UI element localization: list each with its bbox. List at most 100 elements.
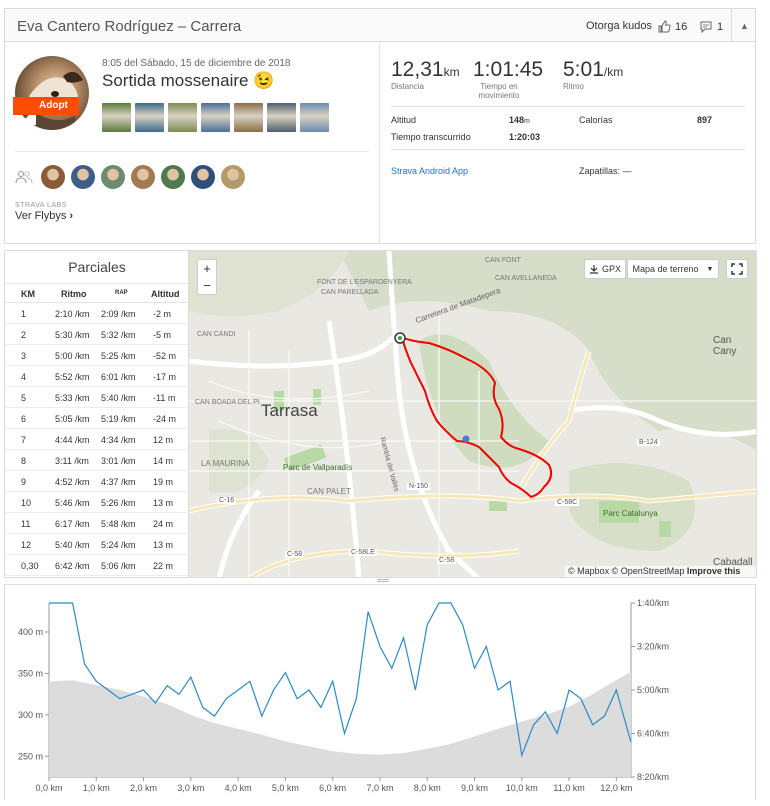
split-pace: 5:05 /km <box>55 414 90 424</box>
split-km: 8 <box>21 456 27 466</box>
col-gap: RAP <box>115 290 128 296</box>
split-pace: 2:10 /km <box>55 309 90 319</box>
split-row[interactable]: 7 4:44 /km 4:34 /km 12 m <box>5 429 189 450</box>
split-pace: 5:40 /km <box>55 540 90 550</box>
x-tick-label: 4,0 km <box>225 783 252 793</box>
group-athlete-avatar[interactable] <box>161 165 185 189</box>
group-athlete-avatar[interactable] <box>221 165 245 189</box>
split-gap: 6:01 /km <box>101 372 136 382</box>
y-left-tick-label: 350 m <box>18 668 43 678</box>
elevation-area <box>49 671 631 777</box>
x-tick-label: 11,0 km <box>553 783 584 793</box>
split-row[interactable]: 6 5:05 /km 5:19 /km -24 m <box>5 408 189 429</box>
activity-photo[interactable] <box>267 103 296 132</box>
split-elev: 24 m <box>153 519 174 529</box>
route-map[interactable]: Tarrasa CAN PARELLADA FONT DE L'ESPARDEN… <box>188 250 757 578</box>
split-gap: 5:06 /km <box>101 561 136 571</box>
road-shield: C-58 <box>437 557 457 564</box>
activity-photo[interactable] <box>168 103 197 132</box>
split-elev: -24 m <box>153 414 177 424</box>
comment-icon <box>700 21 712 34</box>
distance-stat: 12,31km <box>391 58 460 81</box>
map-type-select[interactable]: Mapa de terreno ▼ <box>627 259 719 279</box>
thumbs-up-icon <box>658 20 671 33</box>
split-gap: 5:32 /km <box>101 330 136 340</box>
split-row[interactable]: 1 2:10 /km 2:09 /km -2 m <box>5 303 189 324</box>
split-elev: -52 m <box>153 351 177 361</box>
split-gap: 4:34 /km <box>101 435 136 445</box>
map-canvas[interactable] <box>189 251 757 578</box>
split-elev: 12 m <box>153 435 174 445</box>
comment-count: 1 <box>717 21 724 33</box>
splits-title: Parciales <box>68 259 126 275</box>
split-elev: 13 m <box>153 498 174 508</box>
split-row[interactable]: 11 6:17 /km 5:48 /km 24 m <box>5 513 189 534</box>
photo-strip <box>102 103 329 132</box>
zoom-controls: + − <box>197 259 217 295</box>
elevation-pace-chart[interactable]: 400 m 350 m 300 m 250 m 1:40/km 3:20/km 5:00/k… <box>4 584 756 800</box>
device-link[interactable]: Strava Android App <box>391 166 469 176</box>
group-athlete-avatar[interactable] <box>71 165 95 189</box>
map-label: CAN PALET <box>307 487 351 496</box>
map-label: CAN PARELLADA <box>321 289 379 296</box>
kudos-button[interactable]: 16 <box>657 17 687 37</box>
split-km: 7 <box>21 435 27 445</box>
activity-photo[interactable] <box>234 103 263 132</box>
gpx-download-button[interactable]: GPX <box>584 259 626 279</box>
split-pace: 5:52 /km <box>55 372 90 382</box>
map-label: Parc de Vallparadís <box>283 463 353 472</box>
activity-photo[interactable] <box>300 103 329 132</box>
elevation-value: 148m <box>509 115 530 125</box>
fullscreen-button[interactable] <box>726 259 748 279</box>
split-km: 9 <box>21 477 27 487</box>
split-pace: 5:00 /km <box>55 351 90 361</box>
x-tick-label: 10,0 km <box>506 783 538 793</box>
x-tick-label: 12,0 km <box>600 783 632 793</box>
zoom-in-button[interactable]: + <box>203 261 211 276</box>
improve-map-link[interactable]: Improve this map <box>568 566 741 577</box>
activity-photo[interactable] <box>135 103 164 132</box>
split-row[interactable]: 3 5:00 /km 5:25 /km -52 m <box>5 345 189 366</box>
split-row[interactable]: 10 5:46 /km 5:26 /km 13 m <box>5 492 189 513</box>
group-athlete-avatar[interactable] <box>41 165 65 189</box>
split-km: 5 <box>21 393 27 403</box>
group-athlete-avatar[interactable] <box>191 165 215 189</box>
split-row[interactable]: 4 5:52 /km 6:01 /km -17 m <box>5 366 189 387</box>
split-pace: 6:42 /km <box>55 561 90 571</box>
split-row[interactable]: 8 3:11 /km 3:01 /km 14 m <box>5 450 189 471</box>
split-row[interactable]: 9 4:52 /km 4:37 /km 19 m <box>5 471 189 492</box>
road-shield: C-58C <box>555 499 580 506</box>
splits-header-row: KM Ritmo RAP Altitud <box>5 283 189 303</box>
split-gap: 5:19 /km <box>101 414 136 424</box>
col-elevation: Altitud <box>151 289 180 299</box>
split-pace: 6:17 /km <box>55 519 90 529</box>
give-kudos-label[interactable]: Otorga kudos <box>586 20 653 32</box>
split-row[interactable]: 0,30 6:42 /km 5:06 /km 22 m <box>5 555 189 576</box>
split-row[interactable]: 5 5:33 /km 5:40 /km -11 m <box>5 387 189 408</box>
map-attribution: © Mapbox © OpenStreetMap Improve this ma… <box>565 566 756 577</box>
map-label: CAN BOADA DEL PI <box>195 399 260 406</box>
collapse-button[interactable]: ▲ <box>731 9 757 42</box>
profile-chart-svg[interactable]: 400 m 350 m 300 m 250 m 1:40/km 3:20/km 5:00/k… <box>5 585 755 801</box>
resize-handle[interactable] <box>377 579 389 582</box>
flybys-link[interactable]: Ver Flybys › <box>15 210 74 222</box>
split-km: 6 <box>21 414 27 424</box>
y-left-tick-label: 400 m <box>18 627 43 637</box>
split-km: 0,30 <box>21 561 39 571</box>
split-pace: 4:44 /km <box>55 435 90 445</box>
split-elev: 13 m <box>153 540 174 550</box>
group-athlete-avatar[interactable] <box>101 165 125 189</box>
split-gap: 2:09 /km <box>101 309 136 319</box>
split-pace: 5:30 /km <box>55 330 90 340</box>
comments-button[interactable]: 1 <box>699 17 723 37</box>
activity-photo[interactable] <box>102 103 131 132</box>
map-label: FONT DE L'ESPARDENYERA <box>317 279 412 286</box>
group-athlete-avatar[interactable] <box>131 165 155 189</box>
activity-date: 8:05 del Sábado, 15 de diciembre de 2018 <box>102 58 291 69</box>
activity-photo[interactable] <box>201 103 230 132</box>
pace-stat: 5:01/km <box>563 58 624 81</box>
caret-down-icon: ▼ <box>706 265 714 273</box>
split-row[interactable]: 12 5:40 /km 5:24 /km 13 m <box>5 534 189 555</box>
zoom-out-button[interactable]: − <box>203 278 211 293</box>
split-row[interactable]: 2 5:30 /km 5:32 /km -5 m <box>5 324 189 345</box>
